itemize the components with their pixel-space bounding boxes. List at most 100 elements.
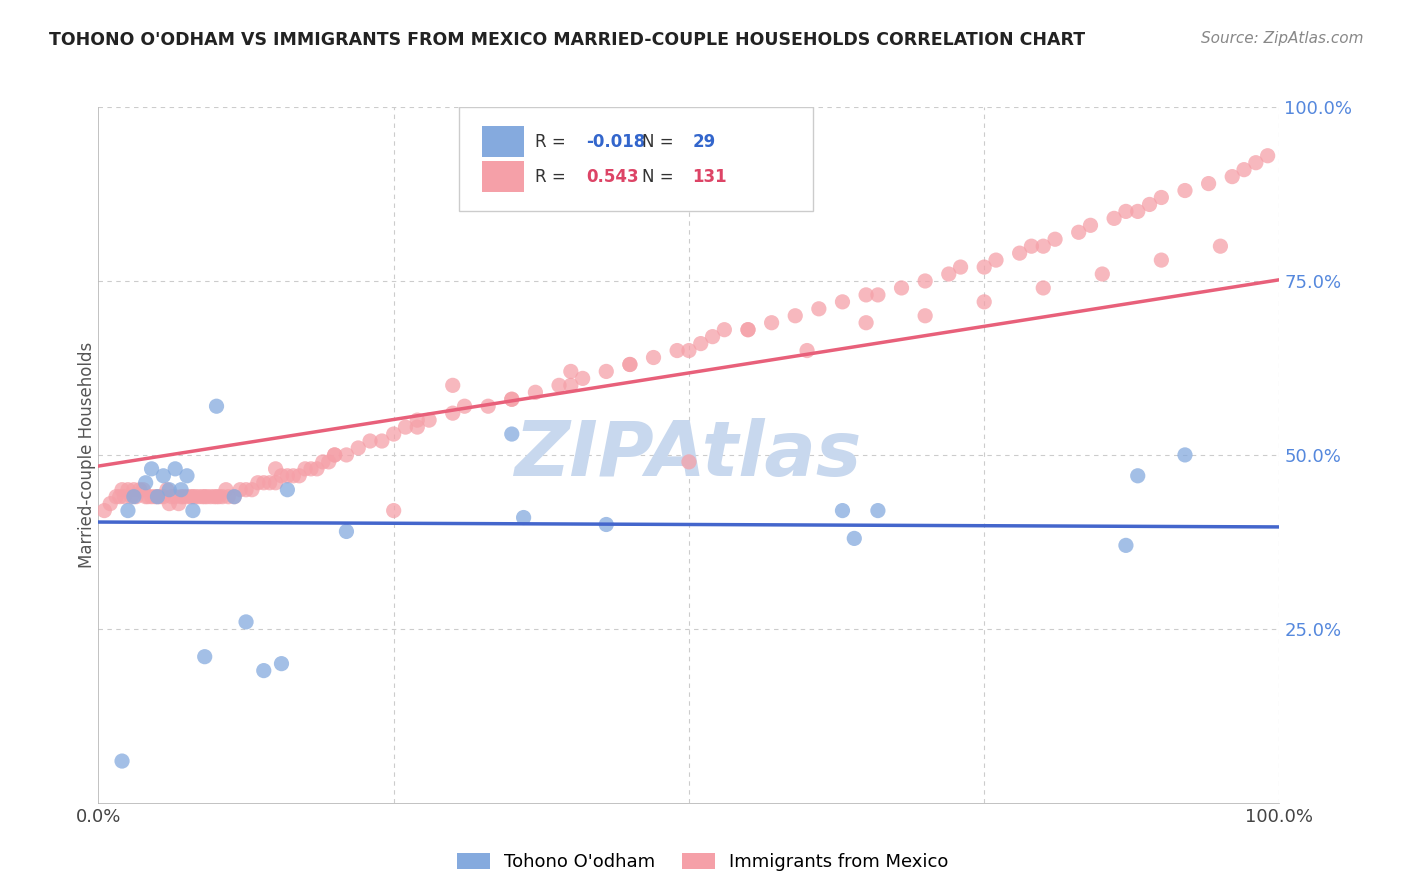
Point — [312, 455, 335, 469]
Point — [215, 483, 238, 497]
Point — [501, 392, 523, 407]
Point — [678, 343, 700, 358]
Point — [866, 503, 889, 517]
Point — [713, 323, 735, 337]
Point — [240, 483, 263, 497]
Point — [117, 503, 139, 517]
Point — [112, 490, 135, 504]
Point — [141, 490, 163, 504]
Point — [619, 358, 641, 372]
Point — [382, 427, 405, 442]
Point — [1102, 211, 1125, 226]
Point — [128, 483, 150, 497]
Point — [105, 490, 128, 504]
Point — [1067, 225, 1090, 239]
Point — [121, 490, 143, 504]
Point — [1233, 162, 1256, 177]
Point — [176, 490, 198, 504]
Point — [1115, 204, 1137, 219]
Point — [152, 468, 174, 483]
Point — [194, 490, 217, 504]
Point — [172, 490, 194, 504]
Text: TOHONO O'ODHAM VS IMMIGRANTS FROM MEXICO MARRIED-COUPLE HOUSEHOLDS CORRELATION C: TOHONO O'ODHAM VS IMMIGRANTS FROM MEXICO… — [49, 31, 1085, 49]
Point — [1150, 253, 1173, 268]
Point — [501, 427, 523, 442]
Point — [187, 490, 209, 504]
Point — [294, 462, 316, 476]
Point — [335, 448, 357, 462]
Text: N =: N = — [641, 168, 679, 186]
Point — [246, 475, 269, 490]
Point — [595, 364, 617, 378]
Point — [382, 503, 405, 517]
Point — [477, 399, 499, 413]
Point — [259, 475, 281, 490]
Point — [111, 483, 134, 497]
Point — [211, 490, 233, 504]
Point — [235, 483, 257, 497]
Point — [1174, 448, 1197, 462]
Point — [93, 503, 115, 517]
Text: 29: 29 — [693, 133, 716, 151]
Point — [560, 378, 582, 392]
Point — [1032, 281, 1054, 295]
Point — [406, 420, 429, 434]
Point — [1198, 177, 1220, 191]
Point — [1021, 239, 1043, 253]
Point — [122, 490, 145, 504]
Point — [108, 490, 131, 504]
Point — [229, 483, 252, 497]
Point — [666, 343, 689, 358]
Text: ZIPAtlas: ZIPAtlas — [515, 418, 863, 491]
Point — [195, 490, 218, 504]
Point — [143, 490, 166, 504]
Point — [560, 364, 582, 378]
Point — [914, 309, 936, 323]
Point — [406, 413, 429, 427]
Point — [125, 490, 148, 504]
Point — [276, 468, 298, 483]
Point — [276, 483, 298, 497]
Point — [180, 490, 202, 504]
Point — [146, 490, 169, 504]
Point — [1257, 149, 1279, 163]
Text: 0.543: 0.543 — [586, 168, 638, 186]
Point — [1220, 169, 1243, 184]
Point — [117, 483, 139, 497]
Point — [512, 510, 534, 524]
Point — [132, 483, 155, 497]
Point — [181, 503, 204, 517]
Point — [938, 267, 960, 281]
Legend: Tohono O'odham, Immigrants from Mexico: Tohono O'odham, Immigrants from Mexico — [450, 846, 956, 879]
Point — [1174, 184, 1197, 198]
Point — [761, 316, 783, 330]
Bar — [482, 126, 523, 158]
Point — [305, 462, 328, 476]
Point — [831, 503, 853, 517]
Text: R =: R = — [536, 168, 571, 186]
Point — [253, 475, 276, 490]
Point — [111, 754, 134, 768]
Text: 131: 131 — [693, 168, 727, 186]
Point — [181, 490, 204, 504]
Point — [194, 649, 217, 664]
Point — [98, 497, 121, 511]
Text: Source: ZipAtlas.com: Source: ZipAtlas.com — [1201, 31, 1364, 46]
Point — [1091, 267, 1114, 281]
Point — [807, 301, 830, 316]
FancyBboxPatch shape — [458, 107, 813, 211]
Point — [176, 468, 198, 483]
Point — [973, 260, 995, 274]
Point — [165, 490, 187, 504]
Point — [157, 483, 180, 497]
Point — [524, 385, 547, 400]
Point — [949, 260, 972, 274]
Point — [146, 490, 169, 504]
Point — [643, 351, 665, 365]
Point — [264, 462, 287, 476]
Point — [323, 448, 346, 462]
Point — [371, 434, 394, 448]
Point — [844, 532, 866, 546]
Point — [1150, 190, 1173, 204]
Point — [785, 309, 807, 323]
